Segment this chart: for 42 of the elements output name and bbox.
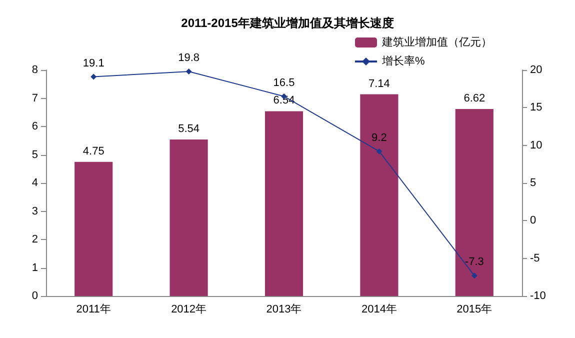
y-tick-label: 1: [32, 262, 38, 274]
data-label: 16.5: [273, 76, 295, 89]
chart-title: 2011-2015年建筑业增加值及其增长速度: [181, 16, 394, 30]
bar: [74, 162, 113, 296]
y-tick-label: 0: [32, 290, 38, 302]
x-tick-label: 2014年: [361, 304, 397, 316]
y2-tick-label: 5: [530, 177, 536, 189]
x-tick-label: 2013年: [266, 304, 302, 316]
point: [471, 272, 478, 279]
y2-tick-label: 15: [530, 102, 542, 114]
y-tick-label: 3: [32, 205, 38, 218]
data-label: 5.54: [178, 122, 200, 135]
data-label: 7.14: [368, 78, 390, 90]
y-tick-label: 5: [32, 148, 38, 161]
bar: [170, 139, 208, 296]
data-label: 19.8: [178, 52, 200, 64]
bar: [264, 111, 304, 296]
y-tick-label: 6: [32, 120, 38, 132]
legend-label: 建筑业增加值（亿元）: [381, 36, 492, 48]
y2-tick-label: -10: [530, 290, 546, 302]
x-tick-label: 2012年: [171, 304, 207, 316]
point: [90, 74, 97, 80]
y-tick-label: 8: [32, 64, 38, 76]
point: [186, 68, 192, 75]
data-label: 6.62: [464, 92, 486, 104]
bar: [455, 108, 494, 296]
bar: [360, 94, 398, 296]
y-tick-label: 7: [32, 92, 38, 104]
data-label: 4.75: [82, 145, 104, 158]
y-tick-label: 4: [32, 177, 38, 189]
legend-label: 增长率%: [381, 54, 425, 68]
x-tick-label: 2011年: [76, 304, 111, 316]
point: [376, 148, 382, 154]
y2-tick-label: 20: [530, 64, 542, 76]
y2-tick-label: 0: [530, 214, 536, 227]
data-label: 19.1: [82, 57, 104, 70]
data-label: -7.3: [464, 256, 484, 268]
x-tick-label: 2015年: [456, 304, 492, 316]
y2-tick-label: 10: [530, 139, 542, 152]
data-label: 9.2: [372, 132, 387, 144]
y-tick-label: 2: [32, 234, 38, 246]
y2-tick-label: -5: [530, 252, 540, 264]
